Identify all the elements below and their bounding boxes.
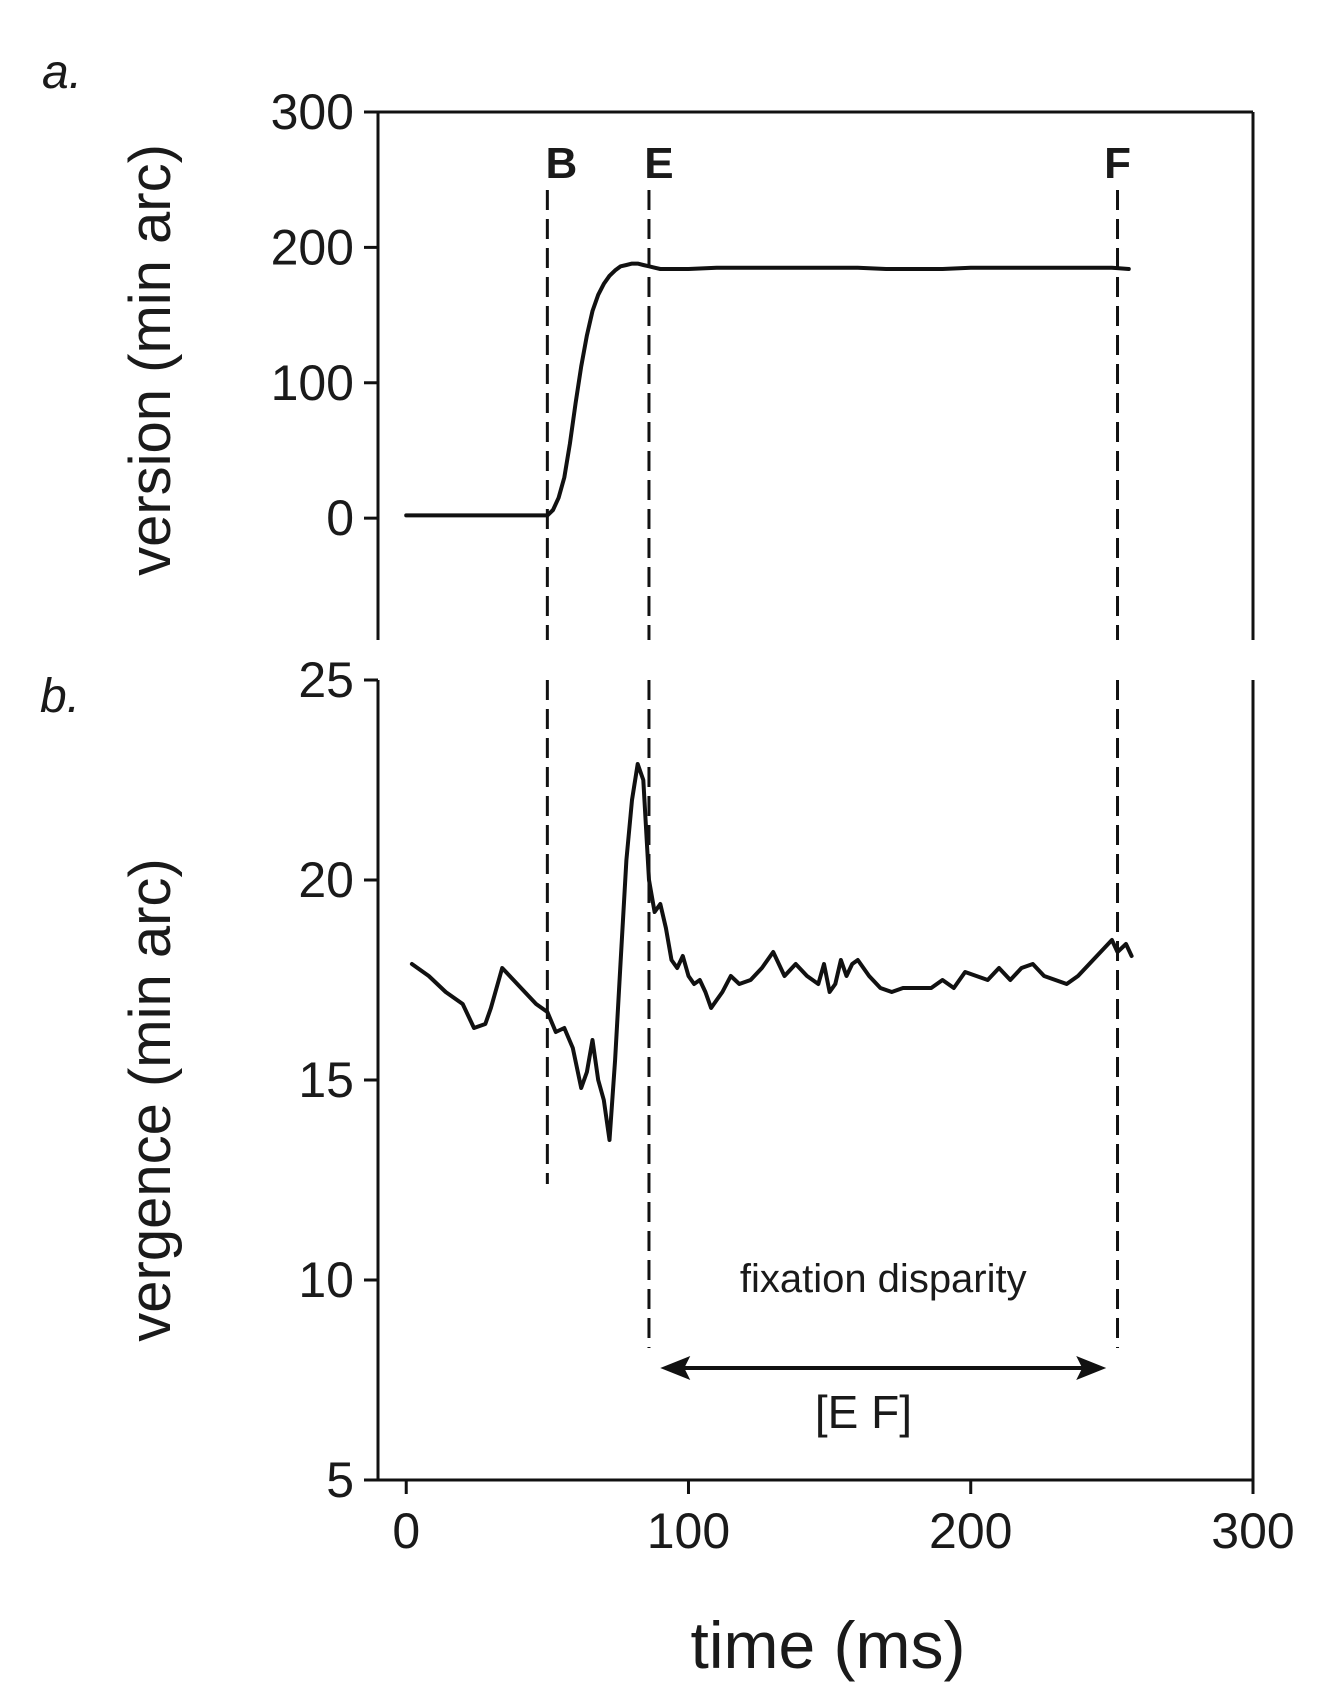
panel-b-markers bbox=[545, 680, 1120, 1348]
panel-b-y-tick-label: 25 bbox=[298, 652, 354, 708]
panel-a-axes bbox=[376, 110, 1255, 640]
marker-label-B: B bbox=[545, 139, 577, 188]
interval-arrow-left-head bbox=[660, 1356, 691, 1380]
panel-b-y-axis-title: vergence (min arc) bbox=[118, 858, 183, 1341]
x-axis-tick-label: 200 bbox=[929, 1503, 1012, 1559]
panel-b-y-tick-label: 20 bbox=[298, 852, 354, 908]
x-axis-tick-label: 300 bbox=[1211, 1503, 1294, 1559]
vergence-trace bbox=[409, 762, 1134, 1142]
marker-label-F: F bbox=[1104, 139, 1131, 188]
version-trace bbox=[404, 261, 1131, 518]
x-axis-title: time (ms) bbox=[691, 1608, 966, 1682]
marker-label-E: E bbox=[644, 139, 673, 188]
interval-label: [E F] bbox=[815, 1386, 912, 1438]
x-axis-tick-label: 100 bbox=[647, 1503, 730, 1559]
panel-b-y-ticks: 5 10 15 20 25 bbox=[298, 652, 378, 1508]
panel-a-series bbox=[404, 261, 1131, 518]
panel-b-vergence: b. 5 10 15 20 25 0 100 200 300 vergence (min ar… bbox=[40, 652, 1295, 1682]
panel-a-y-axis-title: version (min arc) bbox=[118, 144, 183, 576]
panel-a-y-tick-label: 100 bbox=[271, 355, 354, 411]
panel-b-series bbox=[409, 762, 1134, 1142]
x-axis-ticks: 0 100 200 300 bbox=[392, 1480, 1295, 1559]
panel-a-y-tick-label: 0 bbox=[326, 490, 354, 546]
fixation-disparity-label: fixation disparity bbox=[740, 1257, 1027, 1301]
panel-b-y-tick-label: 10 bbox=[298, 1252, 354, 1308]
panel-b-label: b. bbox=[40, 670, 80, 723]
x-axis-tick-label: 0 bbox=[392, 1503, 420, 1559]
panel-a-y-tick-label: 300 bbox=[271, 84, 354, 140]
panel-a-label: a. bbox=[42, 46, 82, 99]
panel-b-y-tick-label: 15 bbox=[298, 1052, 354, 1108]
panel-a-version: a. 0 100 200 300 version (min arc) B E F bbox=[42, 46, 1255, 640]
panel-a-y-tick-label: 200 bbox=[271, 219, 354, 275]
panel-a-y-ticks: 0 100 200 300 bbox=[271, 84, 378, 546]
panel-b-annotations: fixation disparity [E F] bbox=[660, 1257, 1107, 1438]
panel-b-y-tick-label: 5 bbox=[326, 1452, 354, 1508]
panel-b-axes bbox=[376, 680, 1255, 1482]
interval-arrow-right-head bbox=[1076, 1356, 1107, 1380]
